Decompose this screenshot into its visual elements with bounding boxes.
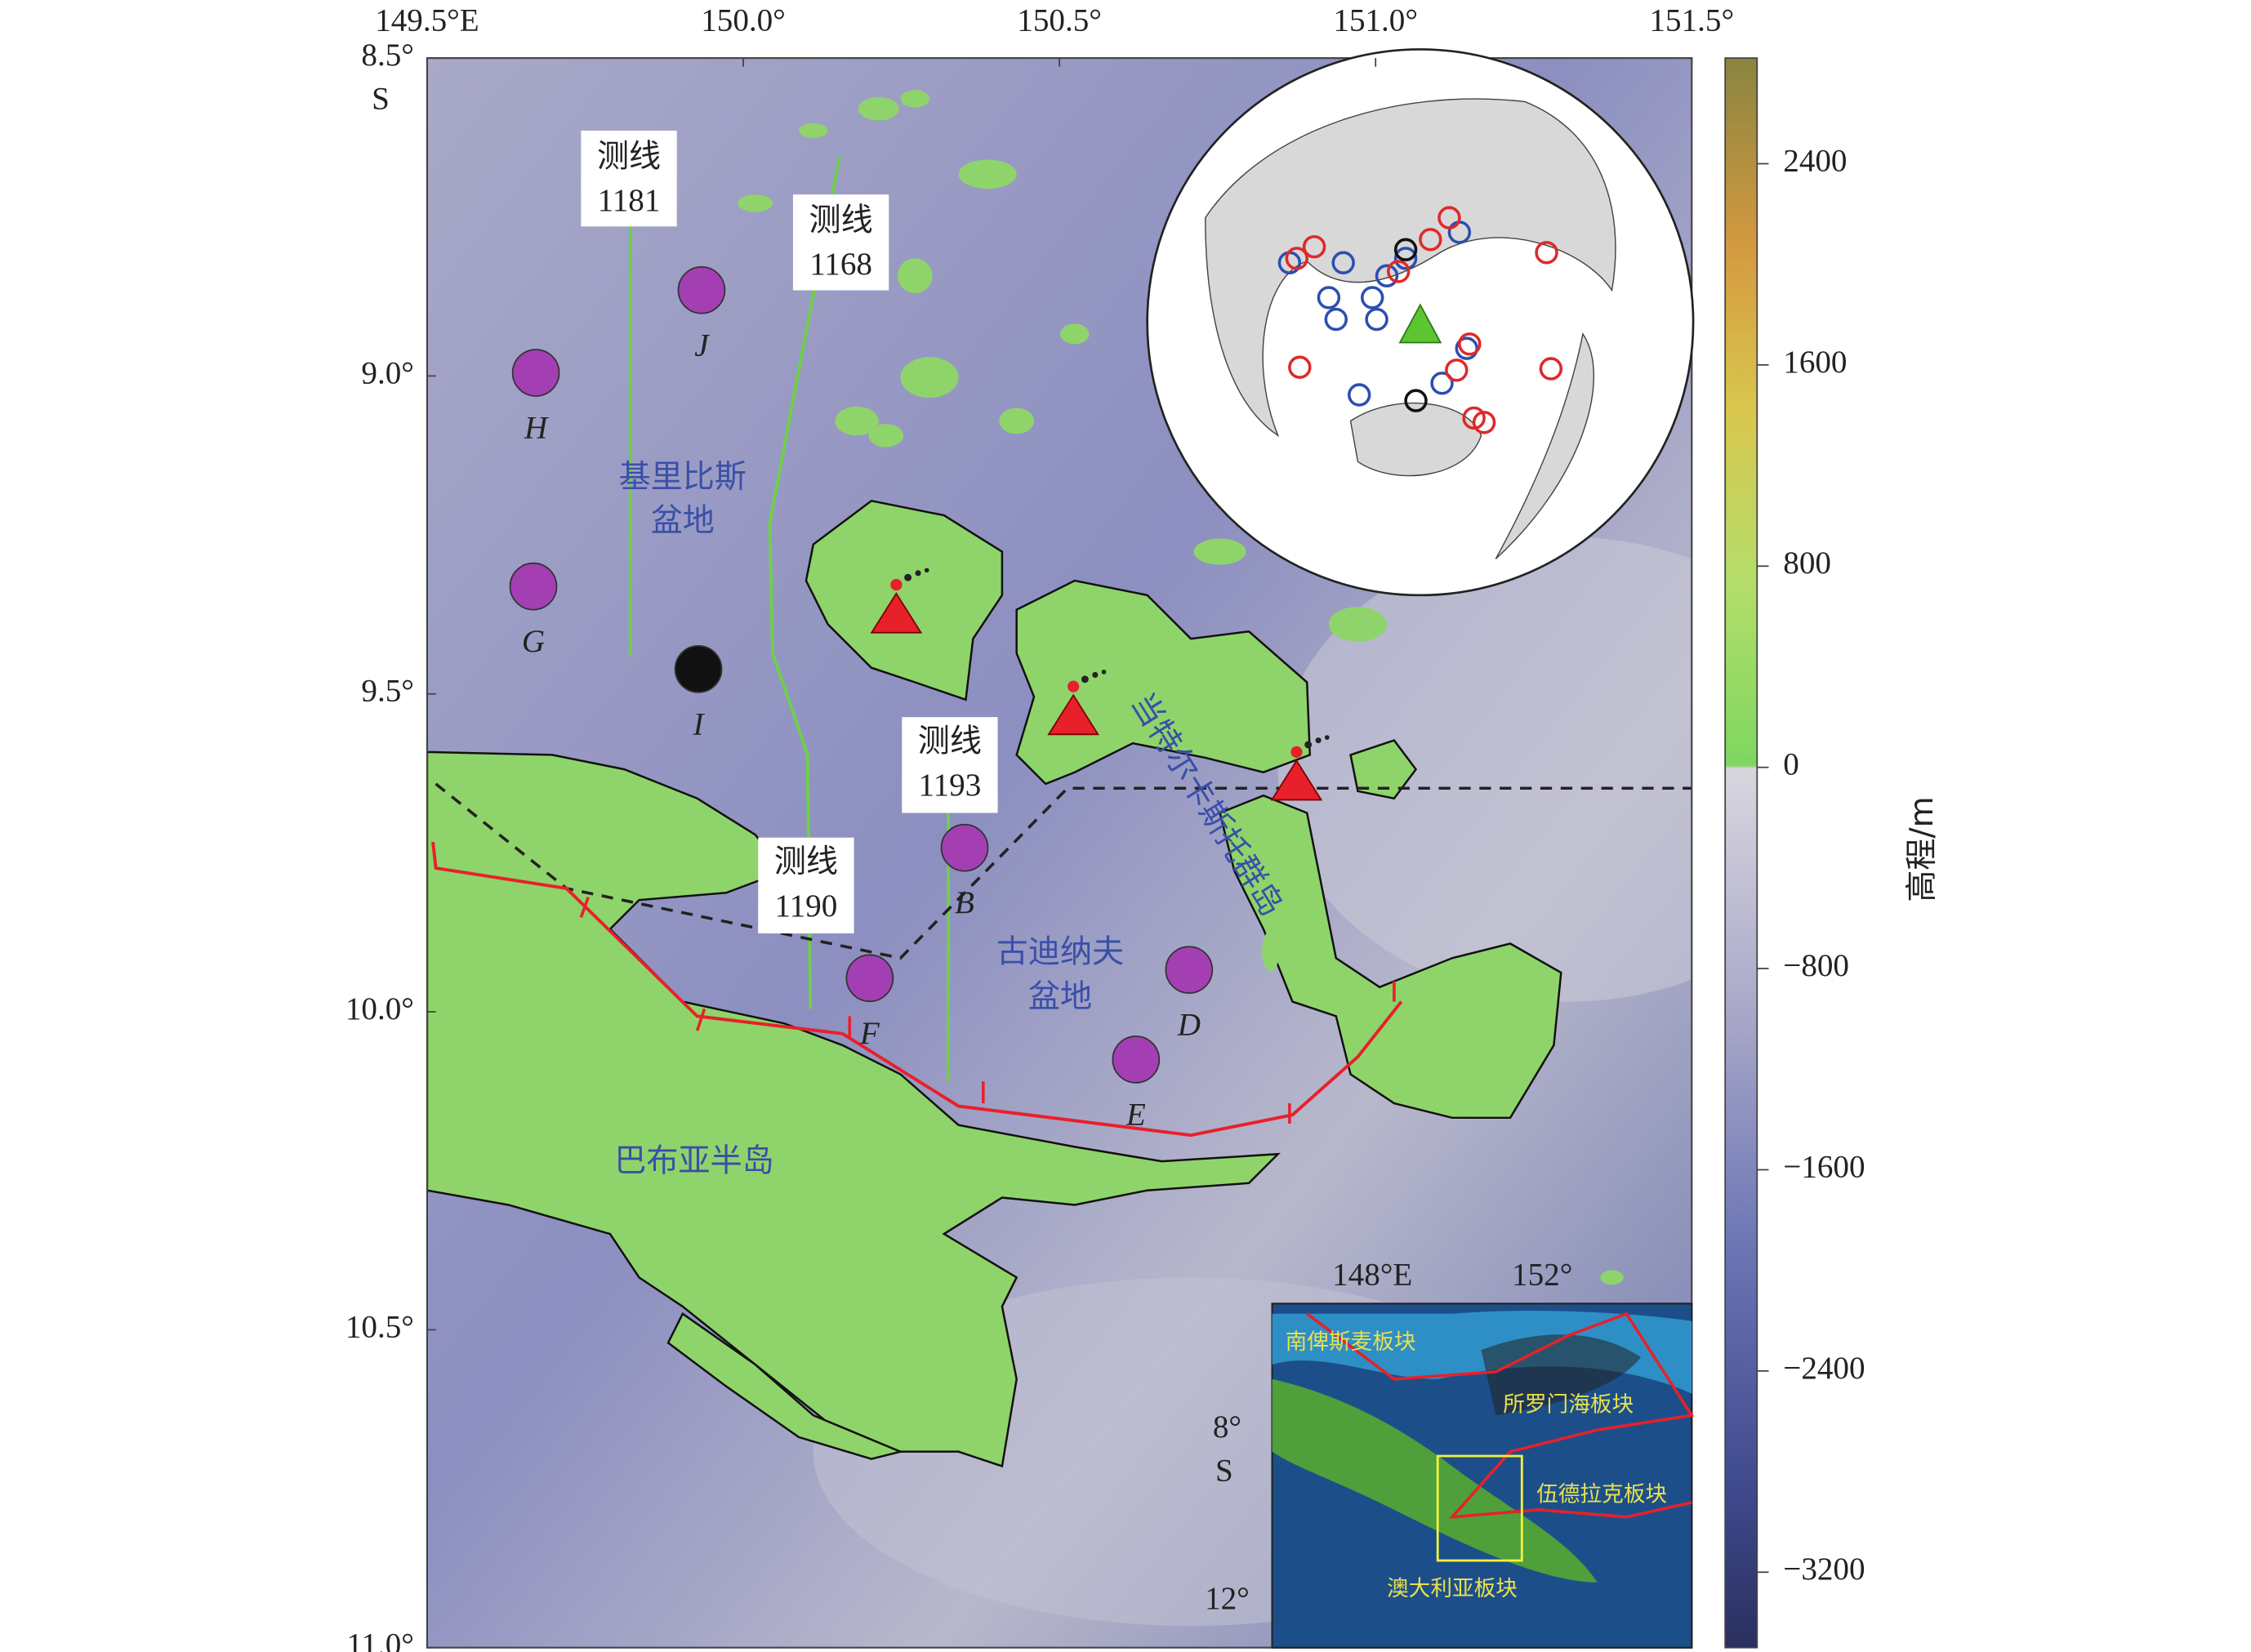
fault-ticks xyxy=(579,897,1396,1124)
region-label: 盆地 xyxy=(651,502,715,539)
station xyxy=(677,265,726,314)
inset-lat-tick: 8° xyxy=(1213,1409,1241,1445)
plate-label: 澳大利亚板块 xyxy=(1387,1576,1518,1601)
colorbar-tick-label: −800 xyxy=(1783,948,1849,983)
colorbar-tick-label: −3200 xyxy=(1783,1552,1865,1587)
inset-lat-tick: 12° xyxy=(1205,1581,1250,1616)
colorbar-tick-label: 0 xyxy=(1783,747,1799,782)
lat-tick-label: 10.0° xyxy=(345,991,414,1026)
volcano-plume xyxy=(1324,735,1330,740)
station xyxy=(940,823,989,872)
survey-number: 1181 xyxy=(598,183,661,218)
station-label: D xyxy=(1177,1008,1201,1043)
lon-tick-label: 150.5° xyxy=(1017,2,1102,38)
volcano-plume xyxy=(924,568,929,573)
lat-tick-label: 10.5° xyxy=(345,1309,414,1344)
lat-tick-label: 11.0° xyxy=(346,1628,414,1652)
label-box xyxy=(902,717,998,813)
islands xyxy=(738,68,1624,1285)
survey-number: 1193 xyxy=(919,768,982,803)
colorbar-tick-label: −1600 xyxy=(1783,1149,1865,1184)
region-label: 古迪纳夫 xyxy=(996,933,1124,970)
region-label: 巴布亚半岛 xyxy=(614,1142,773,1179)
region-label: 基里比斯 xyxy=(619,459,747,496)
lat-tick-label: 9.5° xyxy=(361,674,414,709)
volcano xyxy=(870,592,923,634)
lat-tick-label: 8.5° xyxy=(361,38,414,73)
lon-tick-label: 151.0° xyxy=(1333,2,1418,38)
station-label: H xyxy=(524,411,549,446)
volcano-plume xyxy=(1081,675,1089,684)
colorbar-title: 高程/m xyxy=(1904,796,1941,902)
plate-label: 南俾斯麦板块 xyxy=(1286,1329,1416,1355)
lon-tick-label: 149.5°E xyxy=(375,2,479,38)
survey-label: 测线 xyxy=(809,202,872,238)
globe-inset xyxy=(1146,48,1695,597)
volcano-plume xyxy=(1092,671,1099,678)
colorbar-tick-label: −2400 xyxy=(1783,1351,1865,1386)
station xyxy=(511,349,560,397)
colorbar-tick-label: 800 xyxy=(1783,545,1831,581)
station-label: J xyxy=(694,327,710,363)
label-box xyxy=(581,130,677,227)
station xyxy=(1165,946,1214,994)
lat-tick-label: 9.0° xyxy=(361,355,414,390)
plate-label: 所罗门海板块 xyxy=(1503,1392,1634,1417)
volcano-plume xyxy=(1290,746,1303,758)
inset-hemisphere: S xyxy=(1215,1453,1233,1488)
station-label: F xyxy=(859,1016,880,1051)
station xyxy=(674,645,723,693)
inset-lon-tick: 148°E xyxy=(1332,1257,1412,1292)
colorbar xyxy=(1724,57,1758,1649)
colorbar-tick-label: 1600 xyxy=(1783,345,1847,380)
volcano xyxy=(1270,759,1323,801)
region-label: 盆地 xyxy=(1028,979,1092,1016)
regional-inset xyxy=(1271,1302,1695,1649)
station xyxy=(845,954,894,1003)
survey-number: 1190 xyxy=(775,888,838,924)
lon-tick-label: 151.5° xyxy=(1649,2,1734,38)
volcano-plume xyxy=(915,570,921,577)
volcano xyxy=(1047,693,1099,736)
volcano-plume xyxy=(1304,741,1313,749)
station xyxy=(1112,1035,1161,1084)
station-label: E xyxy=(1126,1098,1146,1133)
plate-label: 伍德拉克板块 xyxy=(1536,1482,1667,1507)
plate-boundary xyxy=(435,782,1692,960)
colorbar-tick-label: 2400 xyxy=(1783,143,1847,178)
volcano-plume xyxy=(904,573,912,581)
station-label: G xyxy=(522,624,545,659)
label-box xyxy=(758,837,854,934)
survey-label: 测线 xyxy=(774,844,838,880)
inset-lon-tick: 152° xyxy=(1512,1257,1572,1292)
hemisphere-label: S xyxy=(372,81,390,116)
lon-tick-label: 150.0° xyxy=(701,2,786,38)
station xyxy=(509,562,558,611)
label-box xyxy=(792,194,889,291)
volcano-plume xyxy=(890,578,903,591)
volcano-plume xyxy=(1101,670,1107,675)
volcano-plume xyxy=(1068,680,1080,692)
station-label: I xyxy=(693,706,706,741)
station-label: B xyxy=(955,885,974,920)
fault xyxy=(431,841,1403,1138)
volcano-plume xyxy=(1315,737,1322,744)
survey-label: 测线 xyxy=(918,724,982,760)
survey-number: 1168 xyxy=(809,247,872,282)
survey-label: 测线 xyxy=(597,138,661,175)
